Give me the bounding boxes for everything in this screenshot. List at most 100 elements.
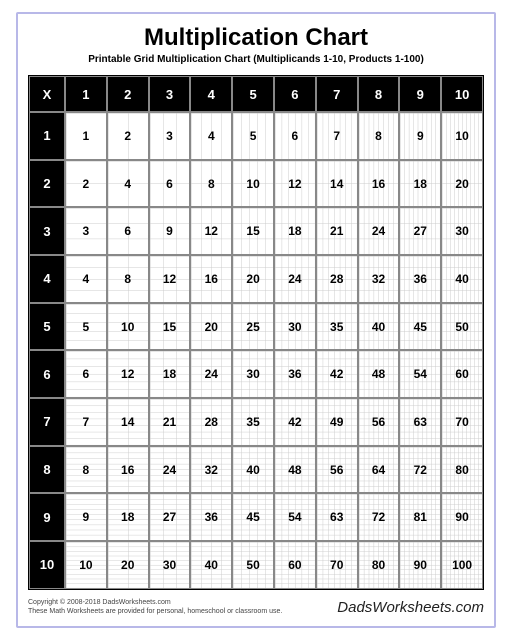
table-cell: 16 <box>107 446 149 494</box>
table-cell-value: 16 <box>121 463 134 477</box>
col-header: 4 <box>190 76 232 112</box>
table-cell-value: 12 <box>163 272 176 286</box>
table-cell: 90 <box>399 541 441 589</box>
table-cell: 28 <box>190 398 232 446</box>
table-cell: 9 <box>65 493 107 541</box>
table-cell: 7 <box>316 112 358 160</box>
table-cell-value: 16 <box>205 272 218 286</box>
table-cell: 80 <box>441 446 483 494</box>
table-cell-value: 8 <box>375 129 382 143</box>
table-cell: 27 <box>149 493 191 541</box>
table-cell: 10 <box>441 112 483 160</box>
table-cell-value: 3 <box>83 224 90 238</box>
table-cell-value: 36 <box>414 272 427 286</box>
col-header: 2 <box>107 76 149 112</box>
table-cell-value: 21 <box>163 415 176 429</box>
table-cell-value: 9 <box>166 224 173 238</box>
table-cell-value: 30 <box>163 558 176 572</box>
table-cell: 50 <box>441 303 483 351</box>
table-cell: 20 <box>190 303 232 351</box>
table-cell-value: 70 <box>330 558 343 572</box>
table-cell-value: 15 <box>163 320 176 334</box>
table-cell-value: 50 <box>455 320 468 334</box>
table-cell-value: 54 <box>414 367 427 381</box>
table-cell-value: 24 <box>163 463 176 477</box>
table-cell-value: 5 <box>83 320 90 334</box>
table-cell-value: 56 <box>330 463 343 477</box>
table-cell: 4 <box>107 160 149 208</box>
table-cell-value: 30 <box>455 224 468 238</box>
table-cell: 70 <box>441 398 483 446</box>
col-header: 5 <box>232 76 274 112</box>
table-cell: 15 <box>232 207 274 255</box>
col-header-value: 9 <box>417 87 424 102</box>
table-cell-value: 5 <box>250 129 257 143</box>
col-header-value: 5 <box>249 87 256 102</box>
table-cell: 40 <box>441 255 483 303</box>
footer: Copyright © 2008-2018 DadsWorksheets.com… <box>28 598 484 616</box>
table-cell-value: 48 <box>288 463 301 477</box>
table-cell-value: 21 <box>330 224 343 238</box>
table-cell: 18 <box>274 207 316 255</box>
col-header: 8 <box>358 76 400 112</box>
table-cell: 35 <box>316 303 358 351</box>
table-cell: 54 <box>399 350 441 398</box>
row-header: 9 <box>29 493 65 541</box>
table-cell-value: 4 <box>83 272 90 286</box>
table-cell-value: 40 <box>372 320 385 334</box>
table-cell: 24 <box>149 446 191 494</box>
table-cell: 48 <box>274 446 316 494</box>
table-cell-value: 48 <box>372 367 385 381</box>
table-cell-value: 7 <box>333 129 340 143</box>
table-cell: 6 <box>107 207 149 255</box>
table-cell-value: 9 <box>83 510 90 524</box>
table-cell: 12 <box>274 160 316 208</box>
table-cell: 27 <box>399 207 441 255</box>
table-cell: 5 <box>65 303 107 351</box>
table-cell: 10 <box>65 541 107 589</box>
table-cell-value: 60 <box>288 558 301 572</box>
table-cell: 9 <box>149 207 191 255</box>
table-cell: 36 <box>190 493 232 541</box>
table-cell-value: 6 <box>83 367 90 381</box>
table-cell: 6 <box>274 112 316 160</box>
table-cell: 63 <box>399 398 441 446</box>
row-header: 7 <box>29 398 65 446</box>
corner-cell: X <box>29 76 65 112</box>
footer-copyright: Copyright © 2008-2018 DadsWorksheets.com <box>28 598 282 607</box>
row-header: 6 <box>29 350 65 398</box>
table-cell: 90 <box>441 493 483 541</box>
table-cell: 100 <box>441 541 483 589</box>
table-cell: 24 <box>190 350 232 398</box>
table-cell-value: 56 <box>372 415 385 429</box>
table-cell-value: 12 <box>288 177 301 191</box>
table-cell-value: 8 <box>208 177 215 191</box>
col-header-value: 1 <box>82 87 89 102</box>
table-cell-value: 40 <box>455 272 468 286</box>
table-cell-value: 18 <box>288 224 301 238</box>
table-cell: 45 <box>399 303 441 351</box>
table-cell: 30 <box>441 207 483 255</box>
table-cell: 6 <box>65 350 107 398</box>
table-cell: 72 <box>358 493 400 541</box>
table-cell-value: 80 <box>455 463 468 477</box>
row-header-value: 2 <box>43 176 50 191</box>
table-cell: 21 <box>316 207 358 255</box>
table-cell: 80 <box>358 541 400 589</box>
table-cell: 30 <box>149 541 191 589</box>
table-cell-value: 4 <box>124 177 131 191</box>
table-cell: 40 <box>358 303 400 351</box>
table-cell: 72 <box>399 446 441 494</box>
table-cell-value: 63 <box>330 510 343 524</box>
table-cell: 56 <box>358 398 400 446</box>
table-cell: 30 <box>232 350 274 398</box>
col-header-value: 6 <box>291 87 298 102</box>
table-cell-value: 28 <box>330 272 343 286</box>
table-cell: 40 <box>190 541 232 589</box>
table-cell-value: 10 <box>121 320 134 334</box>
row-header: 2 <box>29 160 65 208</box>
table-cell: 21 <box>149 398 191 446</box>
table-cell-value: 8 <box>83 463 90 477</box>
table-cell: 1 <box>65 112 107 160</box>
table-cell-value: 90 <box>455 510 468 524</box>
